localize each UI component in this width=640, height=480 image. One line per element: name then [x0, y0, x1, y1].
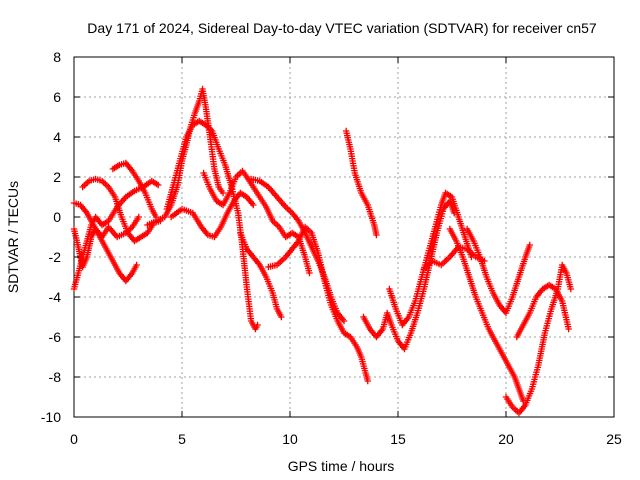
data-point	[250, 201, 257, 209]
y-tick-label: 2	[53, 169, 61, 185]
series-track-14	[360, 197, 458, 353]
series-track-3	[70, 213, 142, 271]
data-point	[155, 181, 162, 189]
data-point	[567, 285, 574, 293]
y-tick-label: 8	[53, 49, 61, 65]
x-axis-label: GPS time / hours	[288, 458, 395, 474]
y-tick-label: -2	[49, 249, 62, 265]
y-axis-label: SDTVAR / TECUs	[5, 181, 21, 293]
x-tick-label: 20	[498, 431, 514, 447]
series-track-1	[70, 199, 140, 285]
data-point	[565, 325, 572, 333]
x-tick-label: 10	[282, 431, 298, 447]
y-tick-label: -4	[49, 289, 62, 305]
y-tick-label: -8	[49, 369, 62, 385]
x-tick-label: 0	[70, 431, 78, 447]
series-track-12	[265, 223, 371, 385]
y-tick-label: 4	[53, 129, 61, 145]
chart-title: Day 171 of 2024, Sidereal Day-to-day VTE…	[87, 20, 597, 36]
series-track-17	[446, 225, 527, 405]
data-point	[364, 377, 371, 385]
series-track-18	[463, 225, 533, 317]
y-tick-label: -10	[41, 409, 61, 425]
data-point	[219, 189, 227, 197]
data-point	[133, 261, 140, 269]
plot-frame	[73, 56, 615, 418]
series-track-19	[502, 261, 574, 417]
series-track-13	[342, 127, 380, 239]
series-track-6	[144, 85, 227, 229]
data-point	[526, 241, 533, 249]
y-tick-label: 6	[53, 89, 61, 105]
series-track-9	[200, 167, 313, 277]
grid	[74, 57, 614, 417]
data-point	[135, 213, 142, 221]
y-tick-label: -6	[49, 329, 62, 345]
x-tick-label: 25	[606, 431, 622, 447]
data-series	[70, 85, 574, 417]
y-tick-label: 0	[53, 209, 61, 225]
data-point	[373, 231, 380, 239]
data-point	[340, 317, 348, 325]
data-point	[306, 269, 313, 277]
series-track-4	[79, 175, 164, 245]
data-point	[278, 313, 285, 321]
series-track-8	[168, 189, 257, 241]
axis-ticks: 0 5 10 15 20 25 -10 -8 -6 -4 -2 0 2 4 6 8	[41, 49, 622, 447]
x-tick-label: 15	[390, 431, 406, 447]
series-track-20	[513, 281, 572, 341]
series-track-11	[237, 229, 285, 321]
series-track-5	[109, 159, 160, 221]
data-point	[254, 321, 261, 329]
x-tick-label: 5	[178, 431, 186, 447]
